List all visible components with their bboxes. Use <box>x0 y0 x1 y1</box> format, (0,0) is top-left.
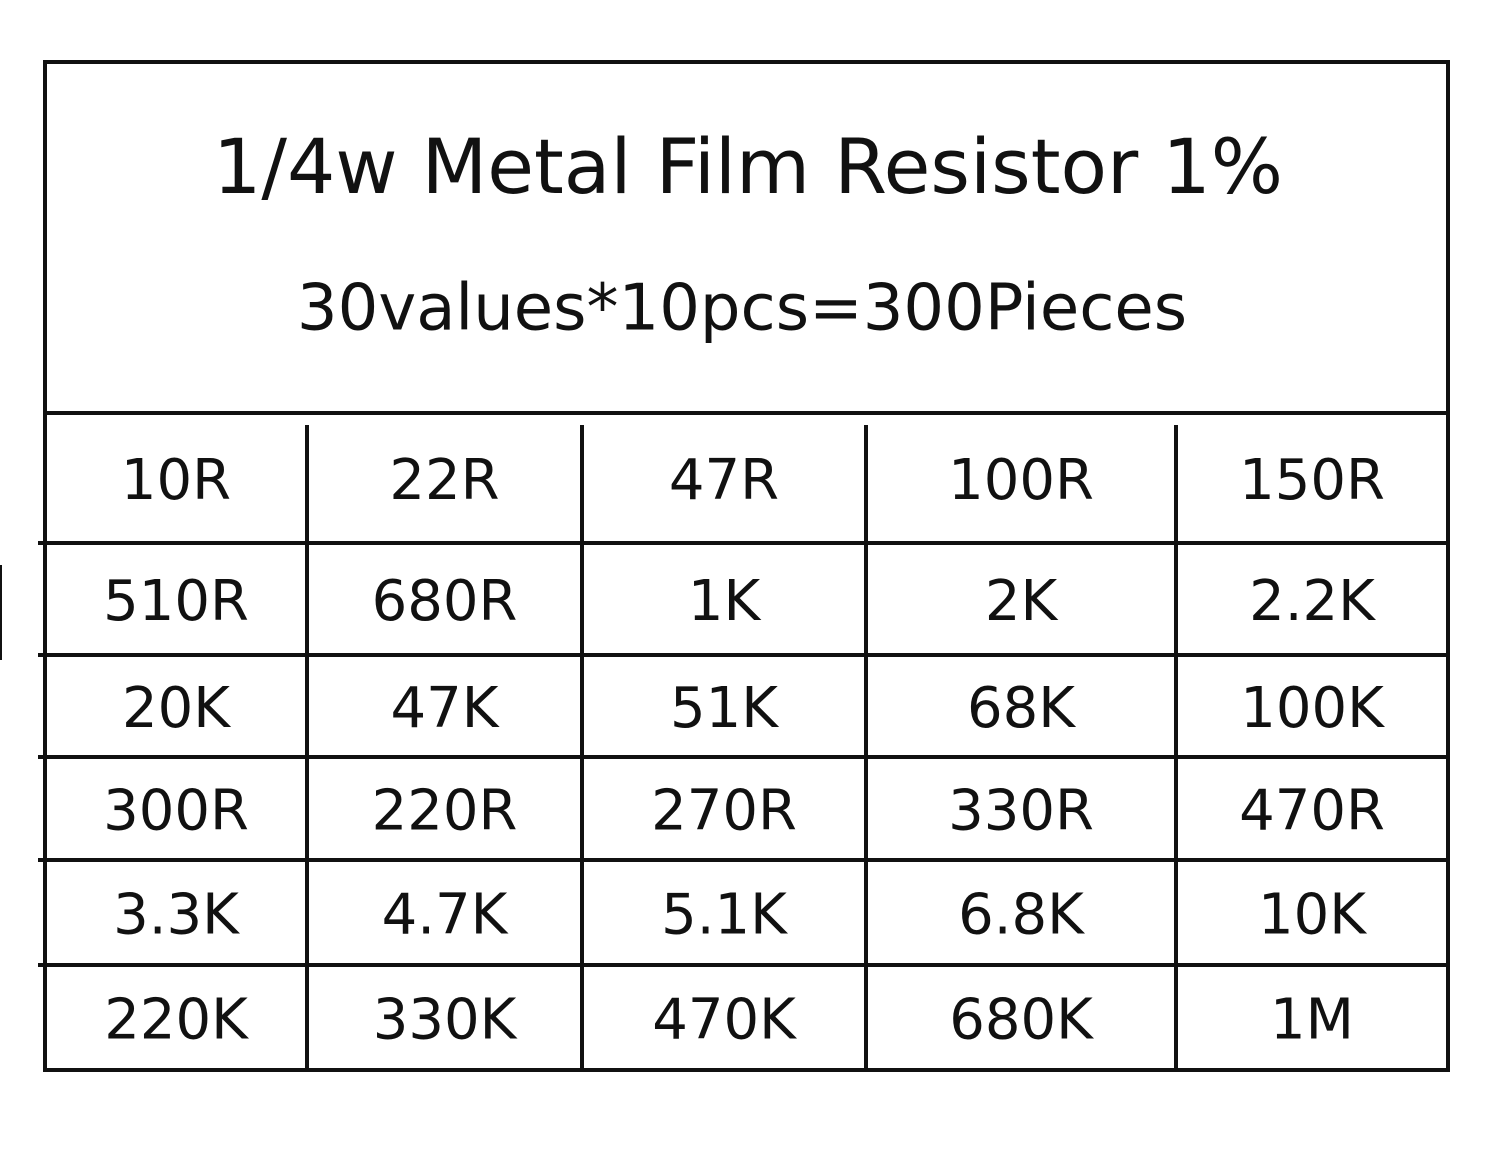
cell-value: 22R <box>389 448 499 513</box>
cell-value: 510R <box>103 569 249 634</box>
cell-value: 100R <box>948 448 1094 513</box>
cell-value: 470K <box>652 988 797 1053</box>
cell-value: 47R <box>669 448 779 513</box>
cell-value: 6.8K <box>958 883 1085 948</box>
cell-value: 4.7K <box>382 883 509 948</box>
cell-value: 47K <box>391 676 500 741</box>
title: 1/4w Metal Film Resistor 1% <box>213 122 1283 211</box>
cell-value: 51K <box>670 676 779 741</box>
cell-value: 220R <box>372 779 518 844</box>
table-grid: 10R 22R 47R 100R 150R 510R 680R 1K 2K 2.2K 20K 47K 5… <box>38 411 1448 1070</box>
cell-value: 680K <box>949 988 1094 1053</box>
cell-value: 270R <box>651 779 797 844</box>
cell-value: 470R <box>1239 779 1385 844</box>
cell-value: 680R <box>372 569 518 634</box>
cell-value: 68K <box>967 676 1076 741</box>
cell-value: 5.1K <box>661 883 788 948</box>
cell-value: 300R <box>103 779 249 844</box>
cell-value: 10K <box>1258 883 1367 948</box>
cell-value: 330R <box>948 779 1094 844</box>
cell-value: 1K <box>688 569 762 634</box>
cell-value: 3.3K <box>113 883 240 948</box>
cell-value: 150R <box>1239 448 1385 513</box>
subtitle: 30values*10pcs=300Pieces <box>297 272 1187 346</box>
cell-value: 100K <box>1240 676 1385 741</box>
cell-value: 2.2K <box>1249 569 1376 634</box>
cell-value: 1M <box>1270 988 1354 1053</box>
cell-value: 220K <box>104 988 249 1053</box>
cell-value: 20K <box>122 676 231 741</box>
cell-value: 2K <box>985 569 1059 634</box>
outer-border <box>43 60 1450 1072</box>
cell-value: 330K <box>373 988 518 1053</box>
cell-value: 10R <box>121 448 231 513</box>
